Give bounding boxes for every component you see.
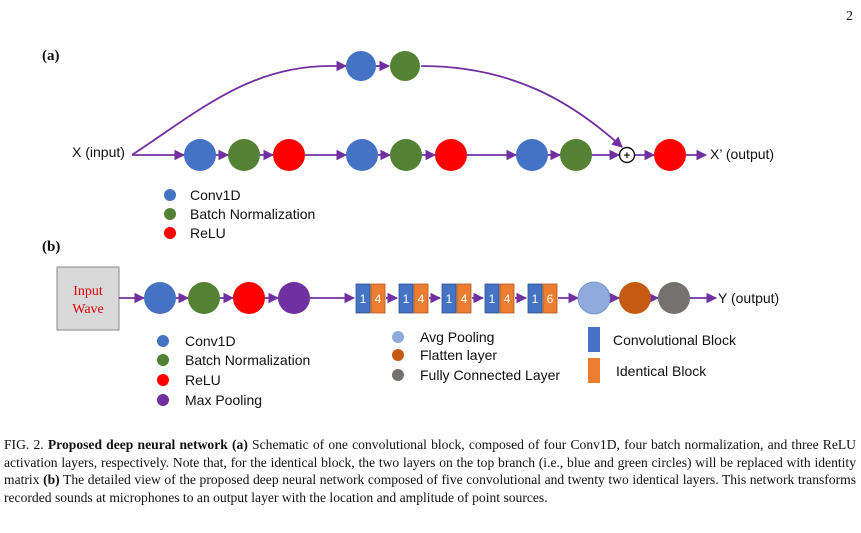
conv-block xyxy=(441,283,457,314)
legend-conv-dot xyxy=(164,189,176,201)
identical-block xyxy=(499,283,515,314)
block-group: 1 4 xyxy=(441,283,472,314)
panel-b-output-label: Y (output) xyxy=(718,290,779,306)
b-maxpool-node xyxy=(278,282,310,314)
b-bn-node xyxy=(188,282,220,314)
block-group: 1 6 xyxy=(527,283,558,314)
b-relu-node xyxy=(233,282,265,314)
a-bn-node xyxy=(560,139,592,171)
input-wave-line2: Wave xyxy=(72,302,104,317)
identical-block-count: 4 xyxy=(418,292,425,306)
legend-conv-block-swatch xyxy=(588,327,600,352)
legend-bn-dot xyxy=(164,208,176,220)
legend-flatten-dot xyxy=(392,349,404,361)
a-output-relu-node xyxy=(654,139,686,171)
a-top-conv-node xyxy=(346,51,376,81)
conv-block-count: 1 xyxy=(446,292,453,306)
input-wave-box xyxy=(56,266,120,331)
legend-bn-label: Batch Normalization xyxy=(185,352,310,368)
legend-avgpool-label: Avg Pooling xyxy=(420,329,494,345)
panel-b-legend-left: Conv1D Batch Normalization ReLU Max Pool… xyxy=(157,333,310,408)
legend-fc-dot xyxy=(392,369,404,381)
caption-part-a: (a) xyxy=(232,437,248,452)
legend-identical-block-swatch xyxy=(588,358,600,383)
identical-block xyxy=(370,283,386,314)
b-flatten-node xyxy=(619,282,651,314)
b-fc-node xyxy=(658,282,690,314)
legend-bn-label: Batch Normalization xyxy=(190,206,315,222)
legend-conv-block-label: Convolutional Block xyxy=(613,332,737,348)
conv-block-count: 1 xyxy=(532,292,539,306)
legend-relu-dot xyxy=(164,227,176,239)
legend-maxpool-dot xyxy=(157,394,169,406)
caption-title: Proposed deep neural network xyxy=(47,437,228,452)
legend-conv-dot xyxy=(157,335,169,347)
block-group: 1 4 xyxy=(398,283,429,314)
figure-caption: FIG. 2. Proposed deep neural network (a)… xyxy=(4,436,856,506)
legend-bn-dot xyxy=(157,354,169,366)
legend-conv-label: Conv1D xyxy=(185,333,236,349)
block-group: 1 4 xyxy=(355,283,386,314)
panel-a-output-label: X’ (output) xyxy=(710,146,774,162)
input-wave-line1: Input xyxy=(73,284,103,299)
sum-symbol: + xyxy=(624,150,630,162)
identical-block-count: 4 xyxy=(504,292,511,306)
identical-block xyxy=(542,283,558,314)
caption-fig-label: FIG. 2. xyxy=(4,437,44,452)
identical-block-count: 4 xyxy=(461,292,468,306)
conv-block xyxy=(355,283,371,314)
panel-b-legend-mid: Avg Pooling Flatten layer Fully Connecte… xyxy=(392,329,560,383)
legend-avgpool-dot xyxy=(392,331,404,343)
a-relu-node xyxy=(273,139,305,171)
panel-b-legend-right: Convolutional Block Identical Block xyxy=(588,327,737,383)
b-avgpool-node xyxy=(577,281,611,315)
a-conv-node xyxy=(346,139,378,171)
conv-block xyxy=(398,283,414,314)
legend-relu-label: ReLU xyxy=(190,225,226,241)
a-relu-node xyxy=(435,139,467,171)
legend-flatten-label: Flatten layer xyxy=(420,347,497,363)
caption-text-b: The detailed view of the proposed deep n… xyxy=(4,472,856,505)
identical-block-count: 6 xyxy=(547,292,554,306)
a-bn-node xyxy=(390,139,422,171)
panel-a-legend: Conv1D Batch Normalization ReLU xyxy=(164,187,315,241)
legend-relu-dot xyxy=(157,374,169,386)
a-top-bn-node xyxy=(390,51,420,81)
identical-block xyxy=(456,283,472,314)
conv-block-count: 1 xyxy=(360,292,367,306)
conv-block-count: 1 xyxy=(403,292,410,306)
panel-a-input-label: X (input) xyxy=(72,144,125,160)
panel-a-label: (a) xyxy=(42,48,60,64)
conv-block xyxy=(527,283,543,314)
legend-identical-block-label: Identical Block xyxy=(616,363,707,379)
conv-block-count: 1 xyxy=(489,292,496,306)
conv-block xyxy=(484,283,500,314)
caption-text-a: Schematic of one convolutional block, co… xyxy=(4,437,856,488)
a-conv-node xyxy=(184,139,216,171)
legend-relu-label: ReLU xyxy=(185,372,221,388)
legend-fc-label: Fully Connected Layer xyxy=(420,367,560,383)
identical-block xyxy=(413,283,429,314)
a-conv-node xyxy=(516,139,548,171)
identical-block-count: 4 xyxy=(375,292,382,306)
panel-b-label: (b) xyxy=(42,239,60,255)
a-bn-node xyxy=(228,139,260,171)
sum-node xyxy=(618,146,636,164)
legend-maxpool-label: Max Pooling xyxy=(185,392,262,408)
panel-a-arrows xyxy=(131,60,708,161)
legend-conv-label: Conv1D xyxy=(190,187,241,203)
caption-part-b: (b) xyxy=(43,472,60,488)
b-conv-node xyxy=(144,282,176,314)
network-diagram: 2 (a) X (input) + X’ (output) Conv xyxy=(42,9,853,408)
page-number: 2 xyxy=(846,9,853,24)
block-group: 1 4 xyxy=(484,283,515,314)
